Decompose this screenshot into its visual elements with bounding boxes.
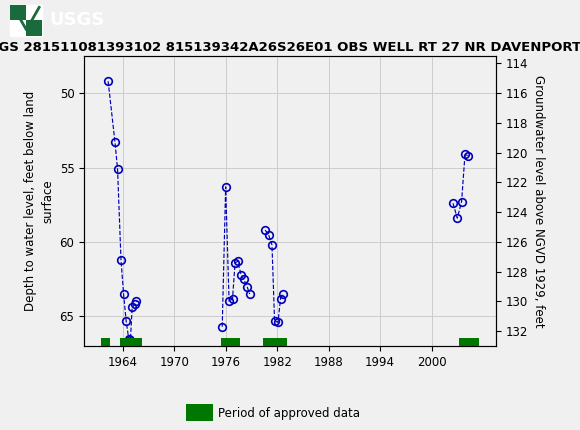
Y-axis label: Depth to water level, feet below land
surface: Depth to water level, feet below land su… — [24, 91, 54, 311]
Bar — [102, 338, 110, 346]
Bar — [120, 338, 142, 346]
Bar — [459, 338, 478, 346]
Bar — [10, 5, 27, 20]
Text: Period of approved data: Period of approved data — [218, 407, 360, 420]
Text: USGS: USGS — [49, 12, 104, 29]
Bar — [27, 20, 42, 36]
FancyBboxPatch shape — [10, 5, 42, 36]
Y-axis label: Groundwater level above NGVD 1929, feet: Groundwater level above NGVD 1929, feet — [532, 75, 545, 327]
Text: USGS 281511081393102 815139342A26S26E01 OBS WELL RT 27 NR DAVENPORT,FL: USGS 281511081393102 815139342A26S26E01 … — [0, 41, 580, 54]
Bar — [220, 338, 240, 346]
Bar — [263, 338, 288, 346]
